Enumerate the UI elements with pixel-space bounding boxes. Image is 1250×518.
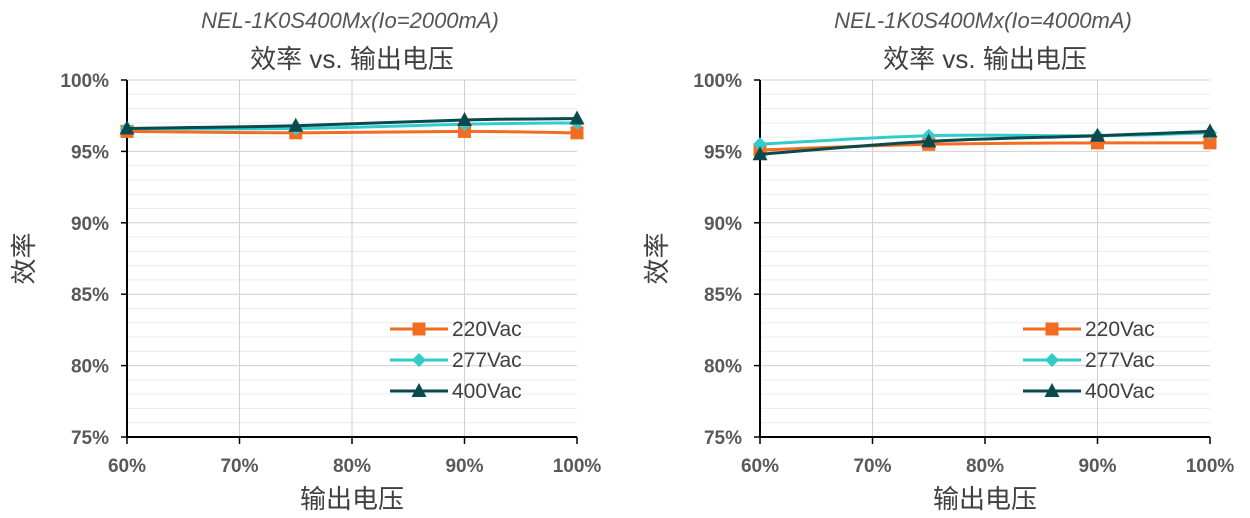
x-tick-label: 70% bbox=[853, 456, 891, 477]
legend-label: 277Vac bbox=[452, 349, 522, 372]
y-tick-label: 75% bbox=[704, 428, 742, 449]
y-tick-label: 100% bbox=[60, 71, 109, 92]
legend-marker bbox=[1044, 383, 1060, 397]
data-point bbox=[752, 146, 768, 161]
y-tick-label: 100% bbox=[693, 71, 742, 92]
chart-svg: NEL-1K0S400Mx(Io=2000mA) 效率 vs. 输出电压 75% 80… bbox=[9, 8, 602, 514]
legend-item: 277Vac bbox=[390, 349, 522, 372]
data-point bbox=[457, 111, 472, 126]
x-tick-label: 80% bbox=[966, 456, 1004, 477]
legend-item: 220Vac bbox=[1023, 318, 1155, 341]
x-axis-label: 输出电压 bbox=[300, 484, 404, 514]
efficiency-chart-4000ma: NEL-1K0S400Mx(Io=4000mA) 效率 vs. 输出电压 75% 80… bbox=[633, 0, 1250, 518]
y-tick-label: 90% bbox=[71, 214, 109, 235]
chart-title: NEL-1K0S400Mx(Io=2000mA) bbox=[201, 8, 499, 33]
legend-label: 220Vac bbox=[1085, 318, 1155, 341]
legend-item: 220Vac bbox=[390, 318, 522, 341]
legend-marker bbox=[1045, 353, 1059, 367]
x-tick-label: 100% bbox=[553, 456, 602, 477]
x-tick-label: 90% bbox=[1078, 456, 1116, 477]
data-point bbox=[1202, 123, 1218, 138]
data-point bbox=[1203, 136, 1217, 150]
y-tick-label: 80% bbox=[704, 357, 742, 378]
y-tick-label: 75% bbox=[71, 428, 109, 449]
y-tick-label: 85% bbox=[704, 285, 742, 306]
axes bbox=[121, 79, 578, 444]
y-tick-label: 95% bbox=[704, 142, 742, 163]
y-axis-label: 效率 bbox=[9, 232, 39, 284]
legend-marker bbox=[412, 353, 426, 367]
y-tick-label: 90% bbox=[704, 214, 742, 235]
x-axis-label: 输出电压 bbox=[933, 484, 1037, 514]
x-tick-label: 60% bbox=[108, 456, 146, 477]
data-point bbox=[569, 110, 585, 125]
data-point bbox=[1090, 127, 1105, 142]
series-400Vac bbox=[752, 123, 1218, 161]
y-tick-label: 85% bbox=[71, 285, 109, 306]
data-point bbox=[119, 120, 135, 135]
series-line bbox=[126, 129, 578, 135]
series-line bbox=[759, 129, 1211, 156]
legend-item: 400Vac bbox=[390, 380, 522, 403]
data-point bbox=[458, 124, 471, 138]
legend-marker bbox=[412, 322, 426, 336]
legend-label: 220Vac bbox=[452, 318, 522, 341]
legend-marker bbox=[1045, 322, 1059, 336]
x-tick-label: 60% bbox=[741, 456, 779, 477]
legend-marker bbox=[411, 383, 427, 397]
efficiency-chart-2000ma: NEL-1K0S400Mx(Io=2000mA) 效率 vs. 输出电压 75% 80… bbox=[9, 8, 602, 514]
legend-item: 400Vac bbox=[1023, 380, 1155, 403]
y-axis-label: 效率 bbox=[642, 232, 672, 284]
x-tick-label: 80% bbox=[333, 456, 371, 477]
legend-item: 277Vac bbox=[1023, 349, 1155, 372]
data-point bbox=[288, 117, 304, 132]
legend-label: 400Vac bbox=[1085, 380, 1155, 403]
legend: 220Vac 277Vac 400Vac bbox=[1023, 318, 1155, 403]
x-tick-label: 90% bbox=[445, 456, 483, 477]
x-tick-label: 100% bbox=[1186, 456, 1235, 477]
chart-subtitle: 效率 vs. 输出电压 bbox=[250, 44, 454, 74]
y-tick-label: 95% bbox=[71, 142, 109, 163]
chart-svg: NEL-1K0S400Mx(Io=4000mA) 效率 vs. 输出电压 75% 80… bbox=[642, 8, 1235, 514]
series-line bbox=[126, 117, 578, 131]
data-point bbox=[570, 126, 584, 140]
legend-label: 277Vac bbox=[1085, 349, 1155, 372]
x-tick-label: 70% bbox=[220, 456, 258, 477]
grid bbox=[760, 79, 1210, 438]
legend: 220Vac 277Vac 400Vac bbox=[390, 318, 522, 403]
chart-subtitle: 效率 vs. 输出电压 bbox=[883, 44, 1087, 74]
data-point bbox=[753, 137, 767, 152]
y-tick-label: 80% bbox=[71, 357, 109, 378]
data-point bbox=[921, 133, 937, 148]
series-400Vac bbox=[119, 110, 585, 135]
chart-title: NEL-1K0S400Mx(Io=4000mA) bbox=[834, 8, 1132, 33]
legend-label: 400Vac bbox=[452, 380, 522, 403]
